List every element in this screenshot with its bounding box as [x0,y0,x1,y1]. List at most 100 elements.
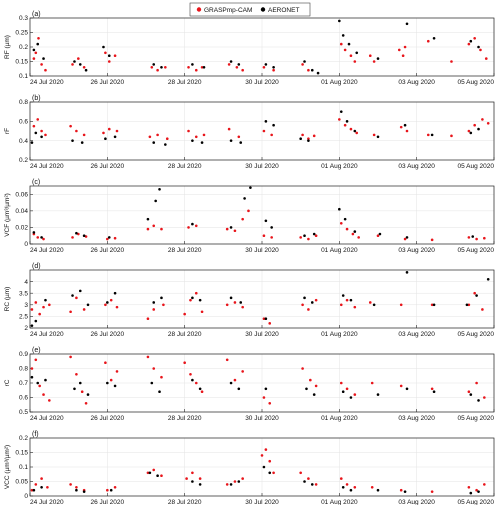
data-point [156,133,159,137]
data-point [303,480,306,483]
data-point [194,381,198,385]
data-point [38,312,41,316]
data-point [189,298,192,302]
data-point [113,291,117,295]
data-point [32,48,36,52]
data-point [341,486,345,489]
data-point [432,37,436,40]
data-point [146,355,150,359]
data-point [467,390,471,394]
data-point [152,468,156,472]
data-point [264,219,268,223]
x-tick-label: 24 Jul 2020 [30,415,64,422]
plot-frame [29,101,495,161]
data-point [30,367,34,370]
data-point [370,486,374,489]
data-point [473,123,476,127]
data-point [113,135,117,139]
data-point [355,51,359,55]
data-point [34,301,38,304]
data-point [202,133,206,137]
data-point [349,488,353,492]
x-tick-label: 05 Aug 2020 [457,499,494,505]
data-point [349,396,353,399]
x-tick-label: 28 Jul 2020 [168,247,202,254]
data-point [191,63,194,66]
x-tick-label: 03 Aug 2020 [398,247,435,254]
data-point [113,236,117,240]
data-point [40,135,43,139]
y-tick-label: 0.1 [19,464,28,471]
data-point [467,486,471,489]
data-point [30,141,34,144]
x-tick-label: 03 Aug 2020 [398,163,435,170]
data-point [484,57,488,60]
data-point [310,68,314,72]
x-tick-label: 30 Jul 2020 [245,163,279,170]
data-point [198,477,202,480]
data-point [349,127,353,131]
data-point [38,384,41,388]
data-point [341,294,345,297]
data-point [430,490,434,493]
data-point [113,54,117,57]
data-point [34,51,38,55]
data-point [44,298,47,302]
data-point [272,68,275,72]
data-point [467,236,471,239]
data-point [405,236,409,239]
y-tick-label: 0 [24,493,28,500]
x-tick-label: 28 Jul 2020 [168,415,202,422]
y-tick-label: 0.2 [19,435,28,442]
data-point [483,236,486,240]
data-point [198,387,202,391]
data-point [160,375,163,379]
data-point [191,139,194,142]
data-point [299,137,302,141]
x-tick-label: 24 Jul 2020 [30,79,64,86]
data-point [34,319,38,323]
panel-b: 0.2 0.4 0.6 0.8 24 Jul 2020 26 Jul 2020 28 Jul… [4,95,494,170]
y-tick-label: 4 [24,279,28,286]
x-tick-label: 05 Aug 2020 [457,163,494,170]
data-point [430,238,434,242]
data-point [450,60,453,63]
data-point [162,303,165,307]
data-point [225,483,229,486]
data-point [146,217,150,221]
data-point [376,393,380,396]
y-tick-label: 0 [24,241,28,248]
data-point [368,301,372,304]
series-aeronet [32,19,480,75]
data-point [75,486,78,489]
data-point [187,226,190,229]
data-point [82,234,86,238]
data-point [405,129,409,133]
data-point [339,42,343,46]
data-point [345,387,349,391]
data-point [486,277,490,281]
x-tick-label: 24 Jul 2020 [30,499,64,505]
y-tick-label: 0.1 [19,73,28,80]
data-point [467,42,471,46]
data-point [376,135,380,139]
data-point [185,477,188,480]
data-point [376,57,380,60]
data-point [372,60,376,63]
x-tick-label: 30 Jul 2020 [245,499,279,505]
data-point [194,68,198,72]
x-tick-label: 30 Jul 2020 [245,79,279,86]
y-tick-label: 0.2 [19,44,28,51]
y-tick-label: 0.8 [19,99,28,106]
data-point [430,387,434,391]
data-point [403,45,407,49]
data-point [75,231,78,235]
data-point [198,483,202,486]
data-point [268,471,272,475]
data-point [347,42,351,46]
legend-label-graspmp-cam: GRASPmp-CAM [204,7,252,14]
data-point [113,486,117,489]
data-point [107,127,111,131]
data-point [483,396,486,399]
data-point [343,48,347,52]
